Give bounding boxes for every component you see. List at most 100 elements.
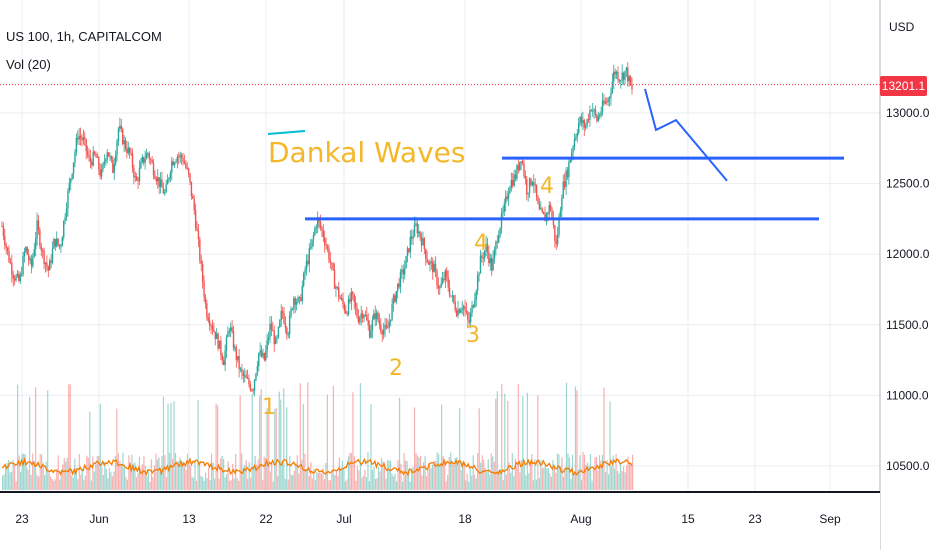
volume-bar (5, 467, 7, 490)
time-tick-label: 15 (681, 512, 695, 526)
candle-body (395, 290, 397, 302)
volume-bar (2, 475, 4, 490)
volume-bar (220, 458, 222, 490)
candle-body (584, 125, 587, 128)
candle-body (220, 340, 222, 355)
volume-bar (182, 461, 184, 490)
volume-bar (376, 478, 378, 490)
candle-body (298, 297, 301, 299)
volume-bar (317, 473, 319, 490)
candle-body (154, 175, 156, 179)
volume-bar (313, 468, 315, 490)
candle-body (562, 181, 564, 199)
volume-bar (526, 392, 528, 490)
volume-bar (535, 479, 537, 490)
candle-body (440, 283, 442, 288)
candle-body (359, 317, 361, 323)
candle-body (231, 327, 233, 332)
candle-body (328, 248, 330, 260)
candle-body (408, 248, 410, 253)
volume-bar (580, 480, 583, 490)
candle-body (96, 157, 99, 159)
volume-bar (305, 468, 307, 490)
volume-bar (257, 459, 259, 490)
volume-bar (274, 409, 276, 490)
candle-body (375, 312, 378, 319)
volume-bar (69, 384, 71, 490)
candle-body (457, 309, 459, 316)
candle-body (301, 285, 303, 301)
candle-body (77, 137, 79, 140)
candle-body (168, 177, 170, 181)
volume-bar (478, 408, 480, 490)
volume-bar (407, 469, 410, 490)
candle-body (357, 316, 360, 323)
volume-bar (334, 474, 336, 490)
volume-bar (484, 467, 486, 490)
price-axis-background[interactable] (880, 0, 932, 492)
volume-bar (553, 466, 556, 490)
volume-bar (141, 464, 144, 490)
candle-body (423, 238, 426, 250)
volume-bar (606, 460, 608, 490)
candle-body (141, 156, 144, 162)
time-axis-background[interactable] (0, 492, 880, 550)
candle-body (84, 137, 86, 140)
volume-bar (117, 453, 119, 490)
candle-body (19, 274, 21, 282)
volume-bar (450, 452, 452, 490)
candle-body (548, 204, 550, 214)
candle-body (555, 240, 557, 245)
candle-body (625, 67, 628, 71)
volume-indicator-label: Vol (20) (6, 57, 51, 72)
candle-body (475, 290, 477, 301)
candle-body (290, 309, 292, 316)
candle-body (556, 234, 559, 245)
candle-body (204, 296, 207, 304)
volume-bar (447, 475, 449, 490)
volume-bar (468, 481, 470, 490)
volume-bar (496, 391, 498, 490)
volume-bar (99, 403, 101, 490)
volume-bar (229, 480, 231, 490)
volume-bar (508, 462, 510, 490)
volume-bar (534, 459, 536, 490)
volume-bar (42, 462, 44, 490)
volume-bar (540, 459, 542, 490)
trend-lines[interactable] (267, 88, 844, 221)
candle-body (189, 173, 191, 182)
candle-body (232, 331, 235, 349)
volume-bar (331, 472, 333, 490)
volume-bar (77, 479, 79, 490)
volume-bar (564, 468, 566, 490)
volume-bar (355, 480, 357, 490)
candle-body (593, 109, 595, 111)
candle-body (447, 277, 449, 288)
volume-bar (108, 467, 110, 490)
volume-bar (217, 405, 219, 490)
candle-body (309, 246, 312, 249)
candle-body (485, 243, 487, 251)
volume-bar (29, 397, 31, 490)
candle-body (558, 216, 560, 235)
volume-bar (223, 459, 225, 490)
volume-bar (281, 460, 283, 490)
candle-body (520, 161, 522, 163)
candle-body (469, 312, 472, 323)
candle-body (396, 283, 399, 291)
candle-body (128, 147, 131, 154)
volume-bar (480, 462, 482, 490)
candle-body (575, 136, 577, 140)
volume-bar (185, 470, 187, 490)
volume-bar (280, 399, 282, 490)
candle-body (173, 162, 176, 166)
candle-body (107, 152, 110, 157)
volume-bar (128, 455, 130, 490)
volume-bar (84, 475, 86, 490)
volume-bar (612, 455, 614, 490)
volume-bar (627, 456, 629, 490)
volume-bar (595, 456, 598, 490)
volume-bar (210, 453, 213, 490)
candle-body (217, 333, 219, 349)
